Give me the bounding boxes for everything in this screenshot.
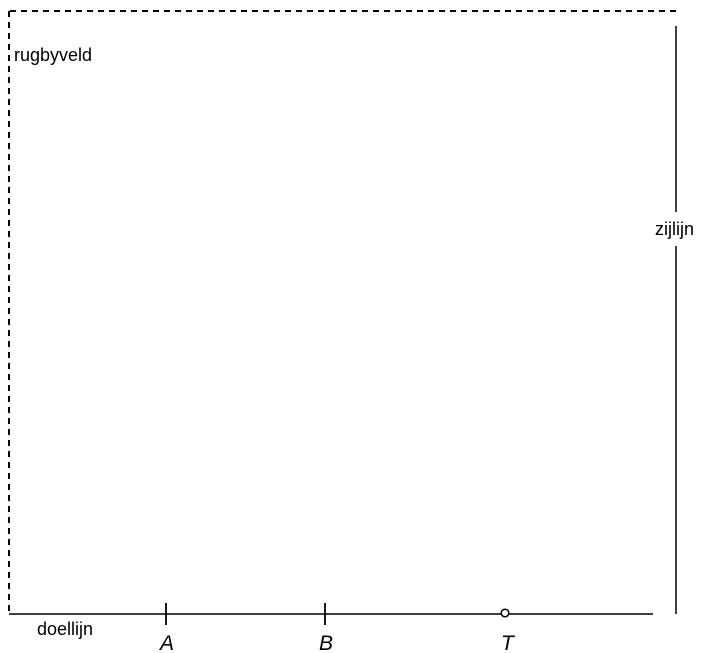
goal-line-label: doellijn [37, 619, 93, 639]
point-a-label: A [158, 632, 174, 653]
field-label: rugbyveld [14, 45, 92, 65]
point-t-marker [500, 608, 510, 618]
sideline-label: zijlijn [655, 219, 694, 239]
point-t-label: T [501, 632, 516, 653]
point-b-label: B [319, 632, 333, 653]
